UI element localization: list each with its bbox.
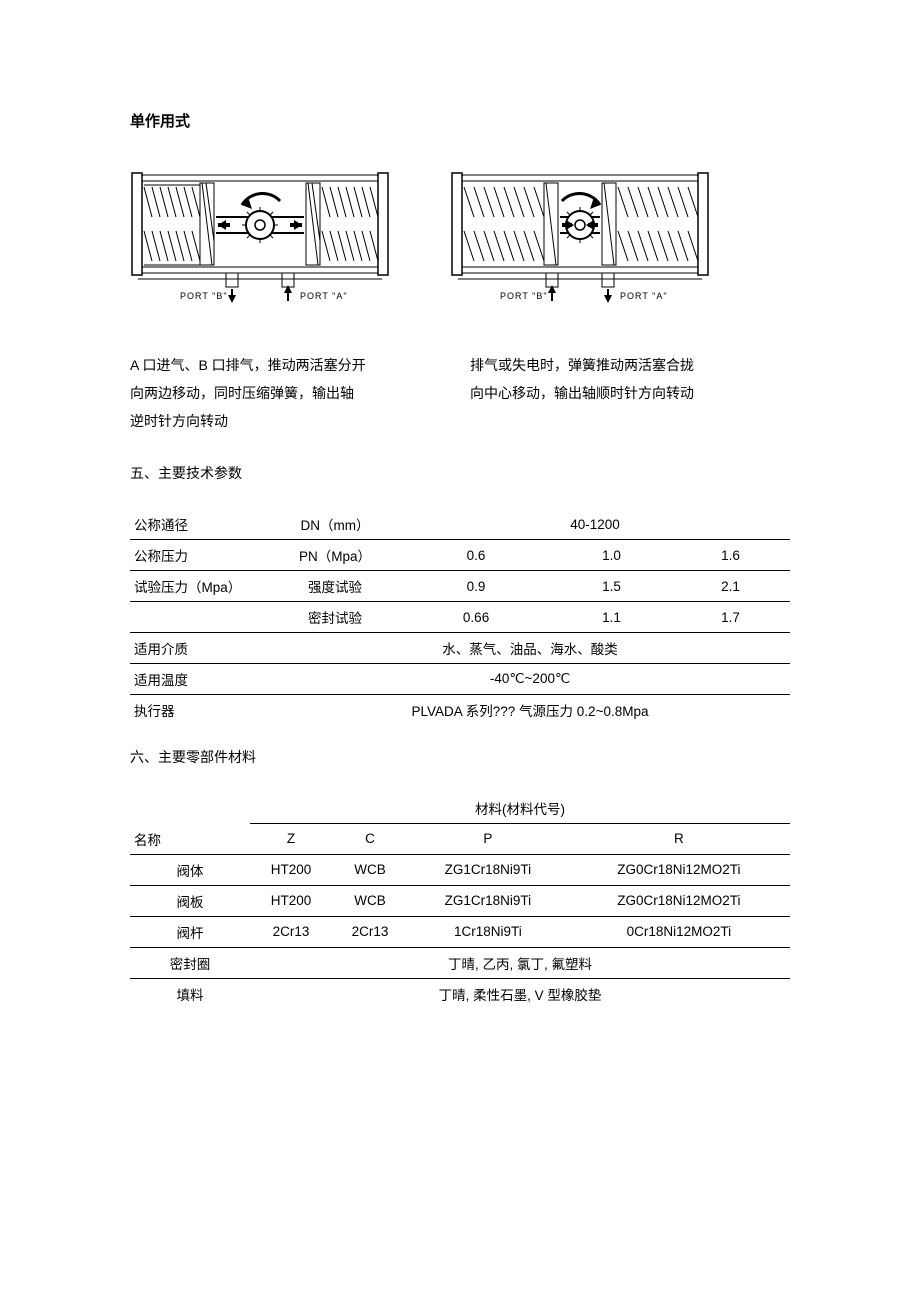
mat-c: WCB xyxy=(332,854,408,885)
port-a-label: PORT "A" xyxy=(620,291,668,301)
diagram-left: PORT "B" PORT "A" xyxy=(130,171,390,311)
caption-right-2: 向中心移动，输出轴顺时针方向转动 xyxy=(470,379,760,407)
param-name: 强度试验 xyxy=(270,571,400,602)
param-v1: 0.6 xyxy=(400,540,552,571)
mat-r: 0Cr18Ni12MO2Ti xyxy=(568,916,790,947)
mat-col-header: P xyxy=(408,824,568,855)
mat-row-name: 阀体 xyxy=(130,854,250,885)
mat-row-name: 填料 xyxy=(130,978,250,1009)
param-v1: 0.66 xyxy=(400,602,552,633)
mat-row-name: 阀板 xyxy=(130,885,250,916)
mat-z: HT200 xyxy=(250,854,332,885)
param-val: 40-1200 xyxy=(400,509,790,540)
param-v2: 1.0 xyxy=(552,540,671,571)
mat-p: ZG1Cr18Ni9Ti xyxy=(408,885,568,916)
mat-c: 2Cr13 xyxy=(332,916,408,947)
caption-right-1: 排气或失电时，弹簧推动两活塞合拢 xyxy=(470,351,760,379)
param-label: 试验压力（Mpa） xyxy=(130,571,270,602)
param-v1: 0.9 xyxy=(400,571,552,602)
param-label: 执行器 xyxy=(130,695,270,726)
param-label: 公称通径 xyxy=(130,509,270,540)
param-v2: 1.5 xyxy=(552,571,671,602)
section5-title: 五、主要技术参数 xyxy=(130,463,790,483)
mat-col-header: Z xyxy=(250,824,332,855)
mat-col-header: C xyxy=(332,824,408,855)
param-name: DN（mm） xyxy=(270,509,400,540)
materials-table: 材料(材料代号)名称ZCPR 阀体HT200WCBZG1Cr18Ni9TiZG0C… xyxy=(130,793,790,1009)
diagram-captions: A 口进气、B 口排气，推动两活塞分开 向两边移动，同时压缩弹簧，输出轴 逆时针… xyxy=(130,351,790,435)
caption-left-1: A 口进气、B 口排气，推动两活塞分开 xyxy=(130,351,420,379)
param-full: PLVADA 系列??? 气源压力 0.2~0.8Mpa xyxy=(270,695,790,726)
section6-title: 六、主要零部件材料 xyxy=(130,747,790,767)
param-v2: 1.1 xyxy=(552,602,671,633)
mat-col-header: R xyxy=(568,824,790,855)
param-v3: 1.7 xyxy=(671,602,790,633)
mat-row-name: 阀杆 xyxy=(130,916,250,947)
param-label xyxy=(130,602,270,633)
param-label: 适用温度 xyxy=(130,664,270,695)
params-table: 公称通径DN（mm）40-1200 公称压力PN（Mpa）0.61.01.6 试验压… xyxy=(130,509,790,725)
mat-row-full: 丁晴, 乙丙, 氯丁, 氟塑料 xyxy=(250,947,790,978)
mat-empty xyxy=(130,793,250,824)
param-full: -40℃~200℃ xyxy=(270,664,790,695)
mat-z: 2Cr13 xyxy=(250,916,332,947)
mat-group-header: 材料(材料代号) xyxy=(250,793,790,824)
port-b-label: PORT "B" xyxy=(180,291,228,301)
mat-row-name: 密封圈 xyxy=(130,947,250,978)
mat-p: 1Cr18Ni9Ti xyxy=(408,916,568,947)
param-label: 公称压力 xyxy=(130,540,270,571)
mat-p: ZG1Cr18Ni9Ti xyxy=(408,854,568,885)
mat-row-full: 丁晴, 柔性石墨, V 型橡胶垫 xyxy=(250,978,790,1009)
mat-c: WCB xyxy=(332,885,408,916)
param-v3: 1.6 xyxy=(671,540,790,571)
param-v3: 2.1 xyxy=(671,571,790,602)
param-label: 适用介质 xyxy=(130,633,270,664)
caption-left-3: 逆时针方向转动 xyxy=(130,407,420,435)
page-title: 单作用式 xyxy=(130,110,790,131)
param-full: 水、蒸气、油品、海水、酸类 xyxy=(270,633,790,664)
param-name: PN（Mpa） xyxy=(270,540,400,571)
actuator-diagrams: PORT "B" PORT "A" xyxy=(130,171,790,311)
port-b-label: PORT "B" xyxy=(500,291,548,301)
mat-z: HT200 xyxy=(250,885,332,916)
port-a-label: PORT "A" xyxy=(300,291,348,301)
caption-left-2: 向两边移动，同时压缩弹簧，输出轴 xyxy=(130,379,420,407)
mat-r: ZG0Cr18Ni12MO2Ti xyxy=(568,885,790,916)
param-name: 密封试验 xyxy=(270,602,400,633)
mat-name-header: 名称 xyxy=(130,824,250,855)
mat-r: ZG0Cr18Ni12MO2Ti xyxy=(568,854,790,885)
diagram-right: PORT "B" PORT "A" xyxy=(450,171,710,311)
